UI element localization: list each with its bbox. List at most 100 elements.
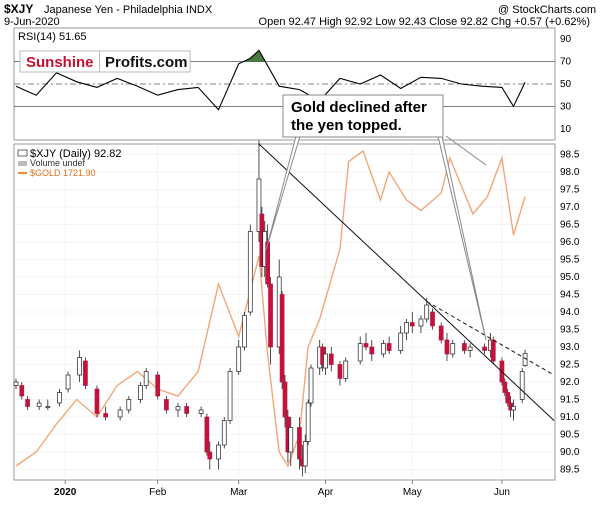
candle-body-down xyxy=(19,385,25,397)
candle xyxy=(268,277,273,365)
candle xyxy=(357,336,363,365)
candle xyxy=(36,399,42,410)
candle-body-up xyxy=(242,315,247,348)
rsi-line xyxy=(15,49,526,111)
candle xyxy=(386,336,392,354)
candle xyxy=(204,413,210,456)
price-y-ticks: 89.5 90.0 90.5 91.0 91.5 92.0 92.5 93.0 93.5 94.0… xyxy=(560,150,580,476)
price-tick-label: 90.5 xyxy=(560,430,580,441)
candle-body-up xyxy=(198,409,204,414)
candle-body-up xyxy=(418,318,424,327)
candle-body-down xyxy=(505,392,511,404)
rsi-tick-label: 50 xyxy=(560,79,572,90)
candle-body-up xyxy=(227,371,233,421)
candle-body-up xyxy=(256,178,262,232)
candle-body-down xyxy=(204,416,210,453)
candle xyxy=(207,441,213,470)
price-tick-label: 94.5 xyxy=(560,290,580,301)
annotation-callout: Gold declined after the yen topped. xyxy=(265,94,487,341)
candle xyxy=(175,403,181,417)
candle xyxy=(467,343,473,358)
candle xyxy=(369,340,375,361)
rsi-tick-label: 90 xyxy=(560,34,572,45)
candle-body-up xyxy=(424,304,430,320)
callout-line-2: the yen topped. xyxy=(291,117,402,134)
price-tick-label: 90.0 xyxy=(560,447,580,458)
candle xyxy=(418,315,424,333)
candle xyxy=(227,368,233,424)
candle-body-up xyxy=(511,406,516,411)
candle xyxy=(19,382,25,400)
price-tick-label: 98.0 xyxy=(560,167,580,178)
candle xyxy=(282,375,288,428)
candle-body-down xyxy=(268,283,273,348)
candle xyxy=(461,340,467,354)
candle-body-up xyxy=(308,367,314,404)
quote-line: Open 92.47 High 92.92 Low 92.43 Close 92… xyxy=(259,16,590,28)
candle xyxy=(337,361,343,386)
candle-body-up xyxy=(216,444,221,460)
candle-body-down xyxy=(337,364,343,379)
candle xyxy=(126,396,132,414)
candle xyxy=(77,350,82,382)
candle xyxy=(57,389,62,407)
candle-body-down xyxy=(184,406,190,414)
candle xyxy=(308,364,314,407)
candle xyxy=(83,357,88,389)
brand-right: Profits.com xyxy=(105,54,188,71)
candle xyxy=(138,382,143,403)
rsi-overbought-fill xyxy=(243,50,266,62)
candle xyxy=(103,406,109,421)
candle xyxy=(94,385,100,417)
candles xyxy=(13,140,528,477)
candle-body-up xyxy=(65,374,71,390)
candle xyxy=(482,343,487,354)
candle-body-up xyxy=(126,399,132,411)
candle xyxy=(450,340,456,358)
candle-body-up xyxy=(343,360,349,379)
candle xyxy=(409,312,415,333)
candle-body-up xyxy=(519,371,525,400)
price-tick-label: 98.5 xyxy=(560,150,580,161)
candle-body-up xyxy=(398,332,404,351)
candle xyxy=(490,336,496,365)
candle xyxy=(505,389,511,407)
candle-body-down xyxy=(438,325,444,341)
candle xyxy=(305,399,311,445)
candle xyxy=(328,347,334,372)
candle xyxy=(438,322,444,344)
candle-body-down xyxy=(482,346,487,351)
price-legend: $XJY (Daily) 92.82 Volume undef $GOLD 17… xyxy=(17,148,122,178)
candle-body-down xyxy=(386,343,392,351)
callout-text: Gold declined after the yen topped. xyxy=(291,99,431,134)
candle-body-down xyxy=(430,311,435,327)
candle xyxy=(117,406,123,421)
candle-body-down xyxy=(282,381,288,418)
candle-body-down xyxy=(502,381,508,393)
candle xyxy=(404,319,409,340)
volume-legend-swatch xyxy=(18,161,27,166)
price-tick-label: 96.5 xyxy=(560,220,580,231)
price-tick-label: 93.0 xyxy=(560,342,580,353)
candle xyxy=(279,291,285,389)
candle-body-up xyxy=(221,420,227,446)
candle xyxy=(343,357,349,382)
callout-line-1: Gold declined after xyxy=(291,99,427,116)
price-tick-label: 91.5 xyxy=(560,395,580,406)
price-tick-label: 93.5 xyxy=(560,325,580,336)
candle-body-up xyxy=(57,392,62,404)
candle-body-down xyxy=(369,346,375,355)
x-tick-label: Mar xyxy=(230,487,248,498)
x-tick-label: 2020 xyxy=(54,487,77,498)
candle xyxy=(297,417,302,470)
price-tick-label: 92.5 xyxy=(560,360,580,371)
candle-body-up xyxy=(175,406,181,411)
rsi-tick-label: 70 xyxy=(560,57,572,68)
gold-legend-swatch xyxy=(18,172,27,174)
candle-body-down xyxy=(207,451,213,460)
trendline-solid xyxy=(258,143,555,421)
x-tick-label: Apr xyxy=(318,487,334,498)
price-tick-label: 89.5 xyxy=(560,465,580,476)
candle xyxy=(256,140,262,242)
